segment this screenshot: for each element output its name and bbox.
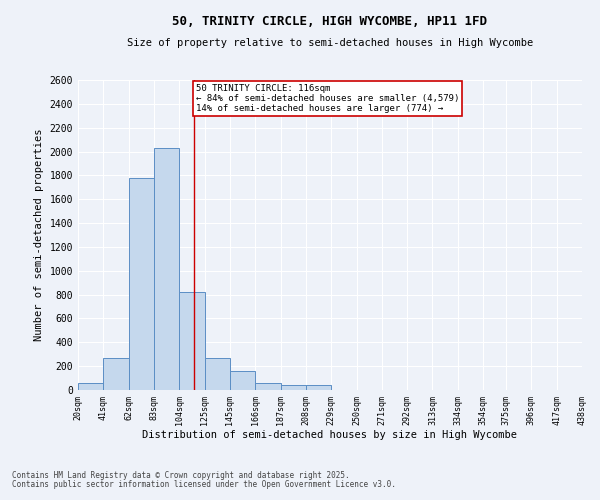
Bar [128, 178, 154, 390]
Bar [281, 384, 306, 390]
Text: 50, TRINITY CIRCLE, HIGH WYCOMBE, HP11 1FD: 50, TRINITY CIRCLE, HIGH WYCOMBE, HP11 1… [173, 15, 487, 28]
Y-axis label: Number of semi-detached properties: Number of semi-detached properties [34, 128, 44, 341]
Bar [230, 371, 255, 390]
Text: Size of property relative to semi-detached houses in High Wycombe: Size of property relative to semi-detach… [127, 38, 533, 48]
Text: Contains HM Land Registry data © Crown copyright and database right 2025.: Contains HM Land Registry data © Crown c… [12, 471, 350, 480]
Text: 50 TRINITY CIRCLE: 116sqm
← 84% of semi-detached houses are smaller (4,579)
14% : 50 TRINITY CIRCLE: 116sqm ← 84% of semi-… [196, 84, 460, 114]
Bar [255, 384, 281, 390]
Bar [78, 383, 103, 390]
Bar [179, 292, 205, 390]
Bar [103, 358, 128, 390]
X-axis label: Distribution of semi-detached houses by size in High Wycombe: Distribution of semi-detached houses by … [143, 430, 517, 440]
Bar [154, 148, 179, 390]
Bar [306, 385, 331, 390]
Text: Contains public sector information licensed under the Open Government Licence v3: Contains public sector information licen… [12, 480, 396, 489]
Bar [205, 358, 230, 390]
